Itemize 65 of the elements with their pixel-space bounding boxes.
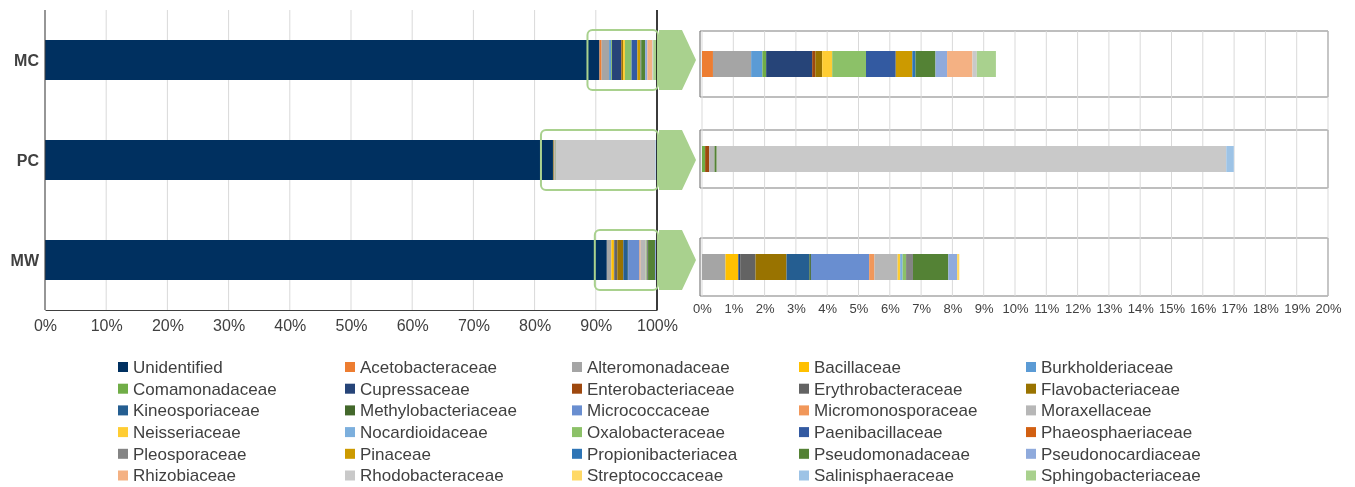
x-tick-label: 17% [1221, 301, 1249, 317]
legend-label: Cupressaceae [360, 379, 470, 399]
legend-label: Pinaceae [360, 444, 431, 464]
legend-label: Rhizobiaceae [133, 466, 237, 486]
x-tick-label: 80% [519, 317, 552, 335]
legend-label: Burkholderiaceae [1041, 357, 1174, 377]
x-tick-label: 19% [1284, 301, 1311, 317]
x-tick-label: 10% [1002, 301, 1029, 317]
legend-label: Pseudomonadaceae [814, 444, 970, 464]
legend-label: Sphingobacteriaceae [1041, 466, 1201, 486]
legend-label: Flavobacteriaceae [1041, 379, 1180, 399]
x-tick-label: 0% [693, 301, 713, 317]
legend-label: Nocardioidaceae [360, 423, 488, 443]
legend-label: Micromonosporaceae [814, 401, 978, 421]
legend-label: Streptococcaceae [587, 466, 724, 486]
x-tick-label: 11% [1034, 301, 1060, 317]
x-tick-label: 12% [1065, 301, 1092, 317]
legend-label: Methylobacteriaceae [360, 401, 517, 421]
x-tick-label: 3% [787, 301, 807, 317]
x-tick-label: 20% [151, 317, 184, 335]
x-tick-label: 100% [637, 317, 678, 335]
y-tick-label: MC [14, 51, 40, 69]
legend-label: Moraxellaceae [1041, 401, 1152, 421]
legend-label: Acetobacteraceae [360, 357, 498, 377]
x-tick-label: 40% [274, 317, 307, 335]
x-tick-label: 90% [580, 317, 613, 335]
x-tick-label: 9% [974, 301, 995, 317]
x-tick-label: 6% [880, 301, 901, 317]
legend-label: Bacillaceae [814, 357, 901, 377]
legend-label: Phaeosphaeriaceae [1041, 423, 1193, 443]
x-tick-label: 0% [33, 317, 58, 335]
legend-label: Salinisphaeraceae [814, 466, 954, 486]
legend-label: Oxalobacteraceae [587, 423, 725, 443]
x-tick-label: 16% [1190, 301, 1217, 317]
x-tick-label: 70% [457, 317, 490, 335]
legend-label: Pseudonocardiaceae [1041, 444, 1201, 464]
legend-label: Enterobacteriaceae [587, 379, 735, 399]
y-tick-label: MW [10, 251, 40, 269]
x-tick-label: 30% [213, 317, 246, 335]
x-tick-label: 14% [1127, 301, 1155, 317]
x-tick-label: 50% [335, 317, 368, 335]
legend-label: Micrococcaceae [587, 401, 710, 421]
legend-label: Kineosporiaceae [133, 401, 260, 421]
x-tick-label: 13% [1096, 301, 1123, 317]
x-tick-label: 10% [90, 317, 123, 335]
x-tick-label: 2% [755, 301, 775, 317]
legend-label: Pleosporaceae [133, 444, 247, 464]
x-tick-label: 60% [396, 317, 429, 335]
x-tick-label: 20% [1315, 301, 1342, 317]
legend-label: Neisseriaceae [133, 423, 241, 443]
x-tick-label: 15% [1158, 301, 1186, 317]
x-tick-label: 18% [1252, 301, 1280, 317]
legend-label: Comamonadaceae [133, 379, 277, 399]
y-tick-label: PC [16, 151, 40, 169]
x-tick-label: 8% [943, 301, 963, 317]
legend-label: Rhodobacteraceae [360, 466, 504, 486]
legend-label: Propionibacteriacea [587, 444, 738, 464]
x-tick-label: 1% [724, 301, 744, 317]
x-tick-label: 7% [912, 301, 932, 317]
x-tick-label: 5% [849, 301, 869, 317]
legend-label: Alteromonadaceae [587, 357, 730, 377]
legend-label: Unidentified [133, 357, 223, 377]
legend-label: Erythrobacteraceae [814, 379, 963, 399]
x-tick-label: 4% [818, 301, 838, 317]
legend-label: Paenibacillaceae [814, 423, 943, 443]
